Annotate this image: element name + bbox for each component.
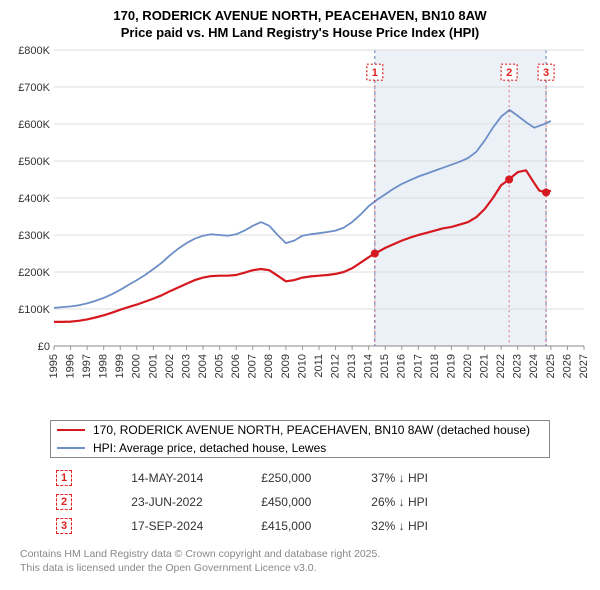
svg-text:1996: 1996: [64, 354, 76, 378]
svg-text:2008: 2008: [263, 354, 275, 378]
transaction-date: 14-MAY-2014: [125, 466, 255, 490]
legend-item: 170, RODERICK AVENUE NORTH, PEACEHAVEN, …: [51, 421, 549, 439]
svg-text:1995: 1995: [48, 354, 60, 378]
svg-text:£700K: £700K: [18, 82, 50, 94]
svg-text:£400K: £400K: [18, 193, 50, 205]
svg-text:1999: 1999: [114, 354, 126, 378]
svg-text:2006: 2006: [230, 354, 242, 378]
transaction-diff: 26% ↓ HPI: [365, 490, 550, 514]
svg-text:2023: 2023: [512, 354, 524, 378]
svg-text:£600K: £600K: [18, 119, 50, 131]
transaction-price: £415,000: [255, 514, 365, 538]
svg-text:2019: 2019: [445, 354, 457, 378]
svg-text:2018: 2018: [429, 354, 441, 378]
transaction-marker: 2: [56, 494, 72, 510]
svg-text:£100K: £100K: [18, 304, 50, 316]
footer-attribution: Contains HM Land Registry data © Crown c…: [20, 548, 590, 575]
chart-title-line1: 170, RODERICK AVENUE NORTH, PEACEHAVEN, …: [10, 8, 590, 25]
svg-text:2000: 2000: [131, 354, 143, 378]
svg-text:2021: 2021: [479, 354, 491, 378]
chart-svg: £0 £100K £200K £300K £400K £500K £600K £700K £80…: [10, 46, 590, 416]
table-row: 2 23-JUN-2022£450,00026% ↓ HPI: [50, 490, 550, 514]
transaction-diff: 32% ↓ HPI: [365, 514, 550, 538]
svg-text:2013: 2013: [346, 354, 358, 378]
svg-text:£800K: £800K: [18, 46, 50, 57]
svg-text:2017: 2017: [412, 354, 424, 378]
svg-text:2025: 2025: [545, 354, 557, 378]
svg-text:2: 2: [506, 67, 512, 79]
legend-label: HPI: Average price, detached house, Lewe…: [93, 441, 326, 455]
svg-text:2022: 2022: [495, 354, 507, 378]
transaction-marker: 1: [56, 470, 72, 486]
svg-text:2002: 2002: [164, 354, 176, 378]
svg-text:2010: 2010: [296, 354, 308, 378]
svg-text:£0: £0: [38, 341, 50, 353]
footer-line2: This data is licensed under the Open Gov…: [20, 562, 590, 576]
transaction-price: £450,000: [255, 490, 365, 514]
transaction-table: 1 14-MAY-2014£250,00037% ↓ HPI 2 23-JUN-202…: [50, 466, 550, 538]
svg-text:2012: 2012: [329, 354, 341, 378]
svg-text:2016: 2016: [396, 354, 408, 378]
transaction-date: 17-SEP-2024: [125, 514, 255, 538]
svg-text:2026: 2026: [561, 354, 573, 378]
chart-plot: £0 £100K £200K £300K £400K £500K £600K £700K £80…: [10, 46, 590, 416]
svg-text:£500K: £500K: [18, 156, 50, 168]
svg-text:3: 3: [543, 67, 549, 79]
legend-label: 170, RODERICK AVENUE NORTH, PEACEHAVEN, …: [93, 423, 530, 437]
svg-text:1997: 1997: [81, 354, 93, 378]
svg-text:2001: 2001: [147, 354, 159, 378]
table-row: 3 17-SEP-2024£415,00032% ↓ HPI: [50, 514, 550, 538]
svg-text:2024: 2024: [528, 354, 540, 378]
svg-text:2009: 2009: [280, 354, 292, 378]
svg-text:2014: 2014: [363, 354, 375, 378]
svg-text:2011: 2011: [313, 354, 325, 378]
svg-text:2027: 2027: [578, 354, 590, 378]
transaction-diff: 37% ↓ HPI: [365, 466, 550, 490]
svg-text:2003: 2003: [180, 354, 192, 378]
svg-text:2020: 2020: [462, 354, 474, 378]
chart-title-line2: Price paid vs. HM Land Registry's House …: [10, 25, 590, 40]
svg-text:£300K: £300K: [18, 230, 50, 242]
transaction-price: £250,000: [255, 466, 365, 490]
legend-swatch: [57, 429, 85, 431]
svg-text:2015: 2015: [379, 354, 391, 378]
transaction-marker: 3: [56, 518, 72, 534]
table-row: 1 14-MAY-2014£250,00037% ↓ HPI: [50, 466, 550, 490]
svg-text:2007: 2007: [247, 354, 259, 378]
transaction-date: 23-JUN-2022: [125, 490, 255, 514]
svg-text:2004: 2004: [197, 354, 209, 378]
legend: 170, RODERICK AVENUE NORTH, PEACEHAVEN, …: [50, 420, 550, 458]
legend-swatch: [57, 447, 85, 449]
svg-text:£200K: £200K: [18, 267, 50, 279]
footer-line1: Contains HM Land Registry data © Crown c…: [20, 548, 590, 562]
svg-text:1: 1: [372, 67, 378, 79]
svg-text:1998: 1998: [98, 354, 110, 378]
legend-item: HPI: Average price, detached house, Lewe…: [51, 439, 549, 457]
svg-text:2005: 2005: [214, 354, 226, 378]
